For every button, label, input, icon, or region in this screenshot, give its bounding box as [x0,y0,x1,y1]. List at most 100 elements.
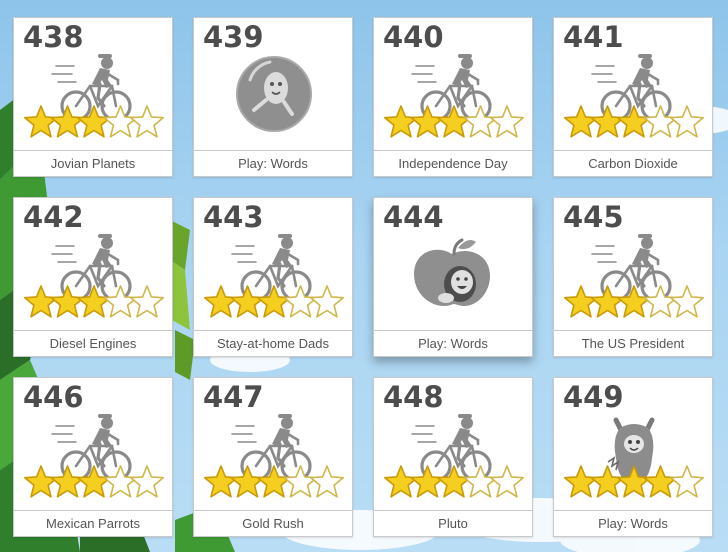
tile-divider [14,150,172,151]
level-title: The US President [581,336,685,351]
star-empty-icon [490,465,524,498]
level-tile-442[interactable]: 442 Diesel Engines [13,197,173,357]
star-filled-icon [384,105,419,138]
star-filled-icon [564,285,599,318]
level-number: 440 [383,20,444,54]
star-empty-icon [670,105,704,138]
star-filled-icon [76,285,111,318]
star-filled-icon [436,105,471,138]
tile-divider [554,330,712,331]
tile-artwork [24,414,164,498]
level-title: Mexican Parrots [46,516,140,531]
tile-divider [194,330,352,331]
level-title: Pluto [438,516,468,531]
star-rating [564,105,704,138]
level-tile-440[interactable]: 440 Independence Day [373,17,533,177]
level-tile-441[interactable]: 441 Carbon Dioxide [553,17,713,177]
level-tile-444[interactable]: 444 Play: Words [373,197,533,357]
star-empty-icon [463,105,498,138]
level-number: 438 [23,20,84,54]
level-number: 441 [563,20,624,54]
star-filled-icon [590,105,625,138]
tile-divider [374,510,532,511]
star-empty-icon [310,465,344,498]
level-title: Independence Day [398,156,508,171]
level-number: 443 [203,200,264,234]
level-title: Play: Words [238,156,308,171]
tile-artwork [564,54,704,138]
star-filled-icon [590,285,625,318]
star-filled-icon [410,465,445,498]
star-filled-icon [204,465,239,498]
star-rating [24,285,164,318]
star-filled-icon [616,285,651,318]
tile-artwork [564,234,704,318]
level-title: Stay-at-home Dads [217,336,329,351]
star-filled-icon [410,105,445,138]
level-number: 449 [563,380,624,414]
star-rating [204,285,344,318]
star-rating [564,285,704,318]
star-empty-icon [130,465,164,498]
tile-artwork [236,56,312,132]
star-filled-icon [230,285,265,318]
tile-divider [194,150,352,151]
level-number: 447 [203,380,264,414]
apple-character-icon [414,238,490,306]
level-tile-438[interactable]: 438 Jovian Planets [13,17,173,177]
tile-divider [194,510,352,511]
star-filled-icon [256,465,291,498]
tile-divider [14,510,172,511]
level-tile-446[interactable]: 446 Mexican Parrots [13,377,173,537]
tile-divider [554,150,712,151]
level-title: Play: Words [598,516,668,531]
star-filled-icon [50,465,85,498]
star-empty-icon [283,285,318,318]
star-filled-icon [230,465,265,498]
tile-artwork [384,414,524,498]
star-filled-icon [24,285,59,318]
level-number: 445 [563,200,624,234]
star-filled-icon [204,285,239,318]
level-tile-445[interactable]: 445 The US President [553,197,713,357]
tile-divider [554,510,712,511]
level-tile-449[interactable]: 449 Play: Words [553,377,713,537]
tile-artwork [24,234,164,318]
level-title: Diesel Engines [49,336,137,351]
tile-artwork [204,234,344,318]
level-title: Play: Words [418,336,488,351]
star-empty-icon [643,285,678,318]
star-rating [384,465,524,498]
tile-artwork [414,238,490,306]
tile-artwork [204,414,344,498]
level-number: 442 [23,200,84,234]
level-tile-447[interactable]: 447 Gold Rush [193,377,353,537]
level-title: Gold Rush [242,516,304,531]
star-empty-icon [103,465,138,498]
star-empty-icon [463,465,498,498]
star-filled-icon [564,465,599,498]
star-filled-icon [616,105,651,138]
monster-character-icon [607,417,655,486]
tile-artwork [564,417,704,498]
tile-divider [14,330,172,331]
star-filled-icon [76,105,111,138]
level-tile-448[interactable]: 448 Pluto [373,377,533,537]
star-empty-icon [283,465,318,498]
star-filled-icon [436,465,471,498]
star-empty-icon [643,105,678,138]
star-empty-icon [130,285,164,318]
bike-rider-icon [411,414,492,482]
star-rating [204,465,344,498]
star-empty-icon [103,105,138,138]
level-tile-439[interactable]: 439 Play: Words [193,17,353,177]
star-filled-icon [24,105,59,138]
star-filled-icon [50,285,85,318]
level-tile-443[interactable]: 443 Stay-at-home Dads [193,197,353,357]
star-rating [384,105,524,138]
star-filled-icon [50,105,85,138]
tile-divider [374,330,532,331]
level-title: Carbon Dioxide [588,156,678,171]
star-filled-icon [24,465,59,498]
